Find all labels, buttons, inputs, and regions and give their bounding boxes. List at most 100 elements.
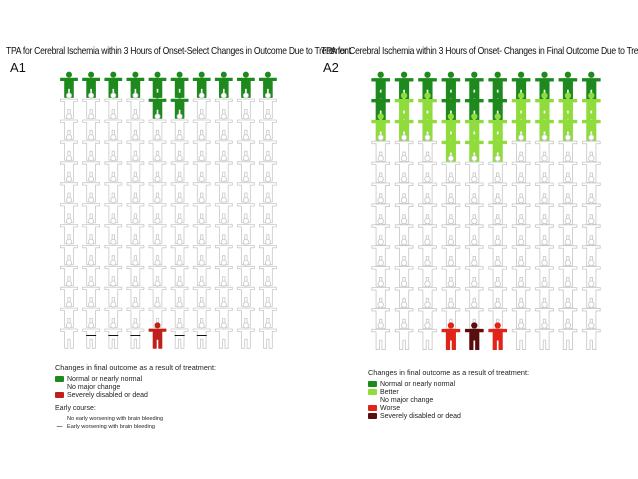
panel-label: A1 (10, 60, 26, 75)
person-icon (371, 238, 391, 267)
person-icon-lightgreen (511, 92, 531, 121)
person-icon (148, 259, 167, 287)
person-icon (394, 155, 414, 183)
person-icon (258, 217, 277, 245)
person-icon (581, 322, 601, 350)
person-icon (488, 155, 508, 183)
legend-label: Normal or nearly normal (67, 375, 143, 383)
legend-label: No major change (67, 383, 121, 391)
pictogram-grid (371, 71, 601, 350)
legend-item: Normal or nearly normal (368, 380, 529, 388)
person-icon (394, 217, 414, 246)
person-icon (148, 155, 167, 182)
person-icon (558, 176, 578, 204)
legend-item: Normal or nearly normal (55, 375, 216, 383)
person-icon (214, 92, 233, 119)
person-icon (441, 238, 461, 267)
person-icon-green (104, 71, 123, 98)
person-icon (441, 301, 461, 330)
person-icon (558, 155, 578, 183)
person-icon (511, 238, 531, 267)
person-icon (170, 155, 189, 182)
person-icon-red (488, 322, 508, 350)
person-icon (82, 322, 100, 349)
person-icon (126, 238, 145, 266)
person-icon (214, 259, 233, 287)
person-icon-green (464, 92, 484, 121)
person-icon (418, 196, 437, 225)
person-icon (258, 301, 277, 328)
person-icon-green (535, 71, 554, 100)
legend-swatch (368, 413, 377, 419)
person-icon (581, 217, 601, 246)
person-icon-green (148, 71, 167, 98)
person-icon (126, 259, 145, 287)
person-icon (488, 196, 508, 225)
person-icon (441, 176, 461, 204)
person-icon-green (488, 92, 508, 121)
person-icon-lightgreen (511, 113, 531, 141)
person-icon (511, 280, 531, 309)
person-icon (394, 196, 414, 225)
person-icon-lightgreen (441, 113, 461, 141)
person-icon (148, 238, 167, 266)
person-icon (371, 301, 391, 330)
person-icon (126, 217, 145, 245)
person-icon (511, 322, 531, 350)
person-icon (258, 176, 277, 203)
person-icon (104, 113, 123, 140)
person-icon (394, 134, 414, 162)
person-icon (104, 238, 123, 266)
person-icon (581, 155, 601, 183)
person-icon (464, 155, 484, 183)
person-icon (126, 113, 145, 140)
person-icon (236, 259, 255, 287)
person-icon (236, 113, 255, 140)
person-icon (104, 155, 123, 182)
person-icon (82, 113, 100, 140)
person-icon-green (192, 71, 211, 98)
person-icon (441, 280, 461, 309)
person-icon (104, 280, 123, 307)
legend-item: No major change (55, 383, 216, 391)
person-icon (535, 196, 554, 225)
legend-label: Early worsening with brain bleeding (67, 423, 155, 430)
legend-label: Severely disabled or dead (380, 412, 461, 420)
person-icon (488, 301, 508, 330)
person-icon (418, 238, 437, 267)
person-icon (170, 217, 189, 245)
person-icon (60, 238, 78, 266)
legend-swatch (55, 376, 64, 382)
person-icon (104, 301, 123, 328)
person-icon (258, 322, 277, 349)
person-icon (104, 196, 123, 224)
person-icon (192, 196, 211, 224)
person-icon (581, 259, 601, 288)
person-icon (104, 134, 123, 161)
panel-title: TPA for Cerebral Ischemia within 3 Hours… (321, 45, 638, 57)
person-icon (192, 238, 211, 266)
legend-label: Normal or nearly normal (380, 380, 456, 388)
pictogram-grid: — — — — — (60, 71, 277, 349)
bleeding-mark: — (108, 330, 118, 341)
person-icon-lightgreen (418, 113, 437, 141)
person-icon (82, 196, 100, 224)
legend-item: Worse (368, 404, 529, 412)
person-icon (511, 196, 531, 225)
legend-swatch (55, 384, 64, 390)
person-icon-lightgreen (535, 92, 554, 121)
person-icon (170, 196, 189, 224)
person-icon-red (441, 322, 461, 350)
person-icon (558, 301, 578, 330)
bleeding-mark: — (197, 330, 207, 341)
person-icon (60, 155, 78, 182)
person-icon (214, 238, 233, 266)
legend-item: Better (368, 388, 529, 396)
legend-label: No major change (380, 396, 434, 404)
person-icon (418, 301, 437, 330)
person-icon-green (488, 71, 508, 100)
person-icon (511, 176, 531, 204)
person-icon (148, 196, 167, 224)
person-icon-lightgreen (394, 113, 414, 141)
person-icon (418, 217, 437, 246)
